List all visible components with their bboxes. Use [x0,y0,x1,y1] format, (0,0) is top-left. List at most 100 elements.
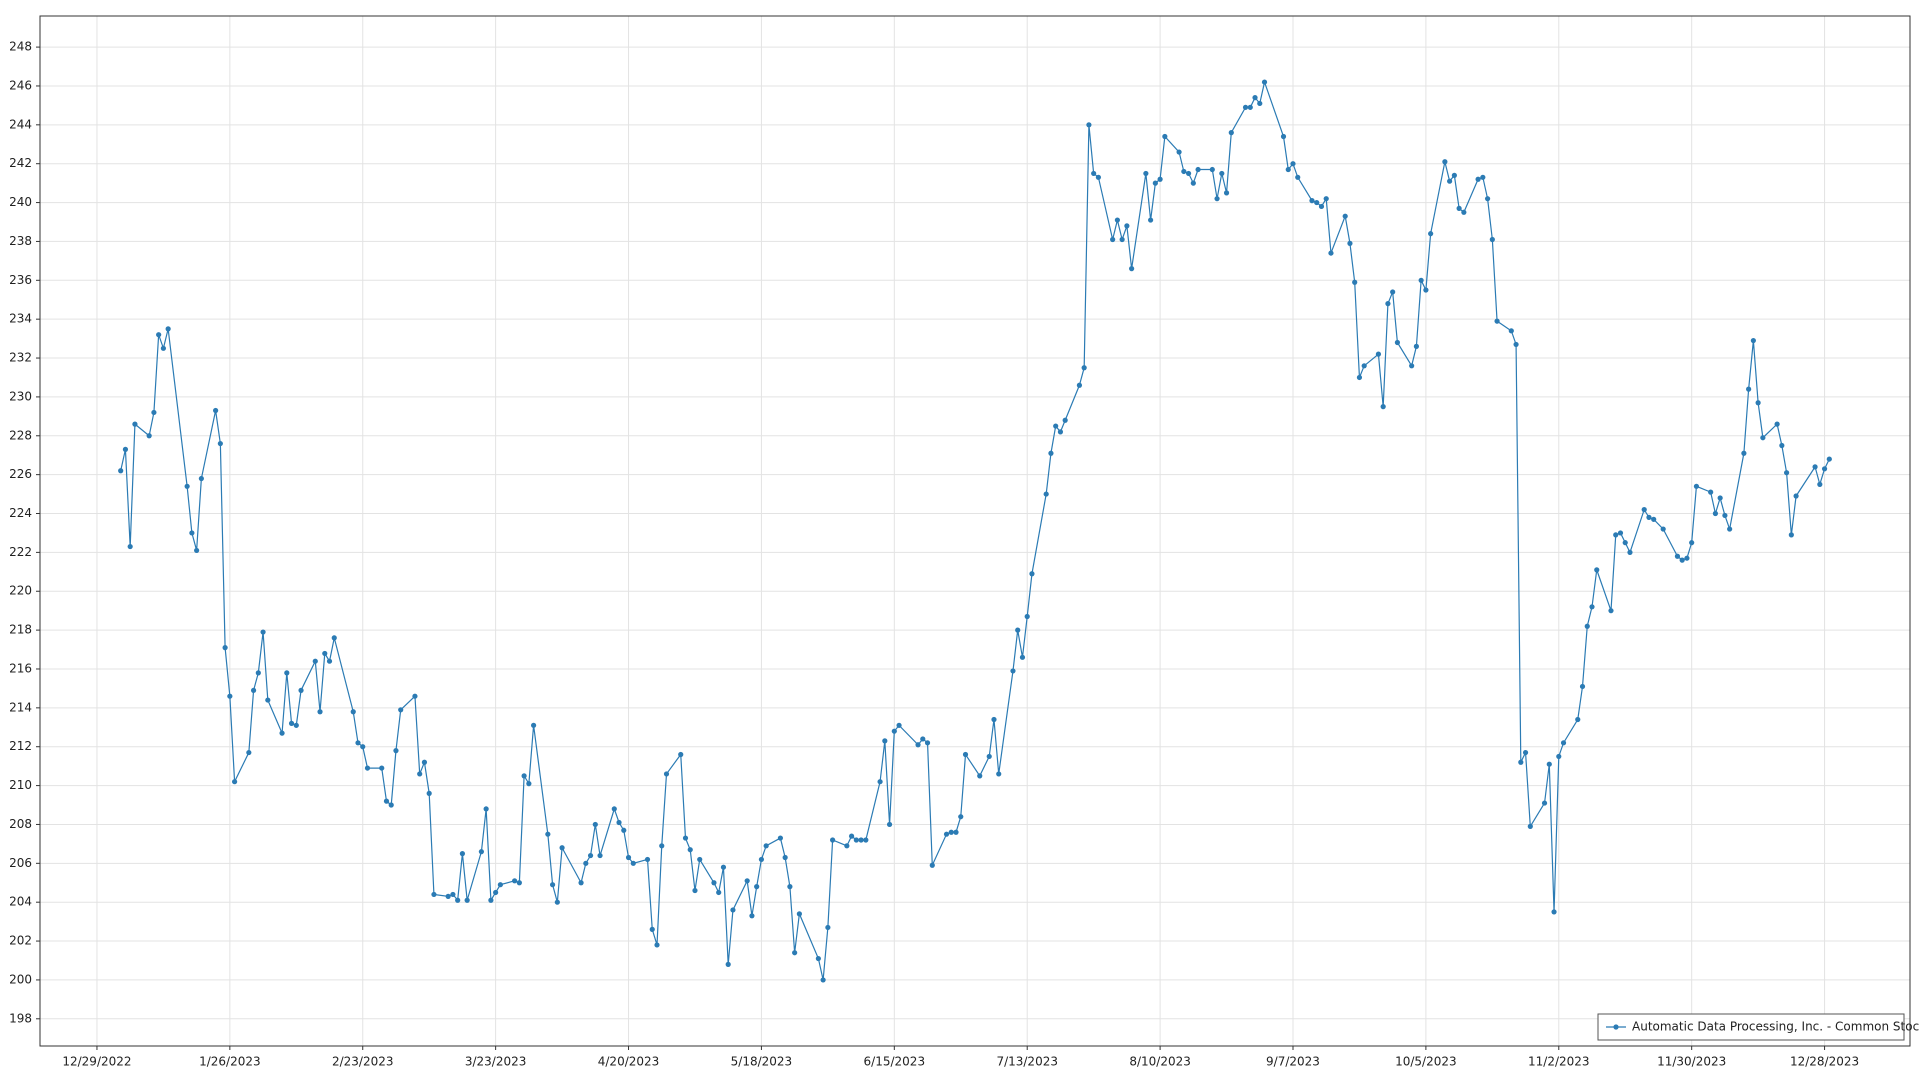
data-point [1242,104,1249,110]
data-point [151,409,157,416]
data-point [350,709,356,715]
data-point [744,878,750,884]
data-point [1722,512,1728,519]
data-point [1318,203,1325,210]
data-point [1223,190,1230,196]
data-point [1508,328,1514,334]
data-point [649,926,655,932]
data-point [1375,351,1382,357]
data-point [1162,133,1168,140]
y-tick-label: 228 [9,428,32,442]
data-point [1579,683,1586,690]
data-point [924,740,931,746]
data-point [687,847,693,853]
data-point [1247,104,1253,110]
data-point [1252,95,1258,101]
data-point [1380,404,1386,410]
data-point [1641,507,1647,513]
data-point [364,765,371,771]
data-point [1489,236,1495,243]
data-point [1541,800,1548,806]
data-point [1328,250,1334,256]
data-point [426,790,432,796]
data-point [1674,553,1681,559]
data-point [1627,549,1633,555]
data-point [1560,740,1567,746]
x-tick-label: 4/20/2023 [598,1055,660,1069]
data-point [943,831,950,837]
data-point [194,547,200,554]
legend-box [1597,1013,1905,1041]
data-point [521,773,527,779]
data-point [1076,382,1083,388]
data-point [1110,236,1116,243]
data-point [583,860,589,866]
data-point [1755,400,1761,406]
data-point [288,720,295,726]
axes: 198 200 202 204 206 208 210 212 214 216 218 220 222 2… [9,40,1859,1069]
data-point [1660,526,1666,532]
data-point [1608,608,1614,614]
data-point [1480,174,1486,180]
data-point [844,843,850,849]
data-point [730,907,736,913]
data-point [227,693,233,699]
data-point [122,446,129,452]
data-point [1010,668,1016,674]
data-point [611,806,617,812]
data-point [749,913,755,919]
data-point [1214,196,1220,202]
data-point [1356,374,1363,381]
data-point [260,629,266,635]
data-point [587,852,594,859]
data-point [1741,450,1747,456]
y-tick-label: 238 [9,234,32,248]
data-point [445,893,451,899]
data-point [825,924,831,931]
data-point [1129,266,1135,272]
data-point [682,835,689,841]
data-point [1114,217,1120,223]
data-point [1475,176,1481,182]
plot [118,79,1832,983]
data-point [417,771,423,777]
y-tick-label: 224 [9,506,32,520]
data-point [1613,532,1619,538]
data-point [1347,240,1353,246]
data-point [379,765,385,771]
data-point [512,878,518,884]
data-point [1209,166,1215,173]
data-point [455,897,461,903]
data-point [915,742,921,748]
data-point [331,635,337,641]
data-point [246,749,252,756]
y-tick-label: 200 [9,972,32,986]
data-point [697,856,703,863]
data-point [678,751,684,758]
data-point [497,882,503,888]
x-tick-label: 8/10/2023 [1129,1055,1191,1069]
data-point [792,950,798,956]
data-point [1261,79,1268,85]
y-tick-label: 246 [9,78,32,92]
data-point [1651,516,1657,522]
series-line [120,79,1830,981]
data-point [483,806,489,812]
data-point [213,407,219,414]
y-tick-label: 220 [9,584,32,598]
y-tick-label: 206 [9,856,32,870]
data-point [1257,100,1263,107]
data-point [1584,623,1590,629]
data-point [716,889,722,896]
data-point [156,332,162,338]
data-point [464,897,470,903]
data-point [459,851,466,857]
data-point [1788,532,1794,538]
data-point [1086,122,1092,128]
data-point [1413,343,1419,349]
data-point [279,730,285,736]
data-point [663,771,670,777]
data-point [1143,170,1149,177]
data-point [1774,421,1780,427]
